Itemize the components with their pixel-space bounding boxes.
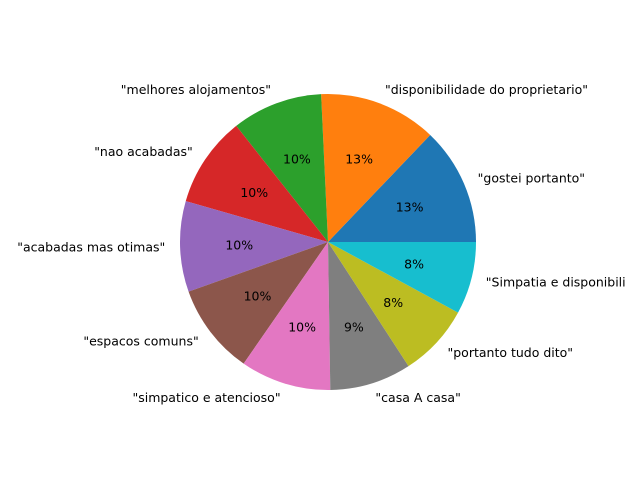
percent-label: 9% bbox=[344, 319, 364, 334]
percent-label: 10% bbox=[240, 185, 268, 200]
slice-label: "melhores alojamentos" bbox=[121, 82, 271, 97]
slice-label: "espacos comuns" bbox=[83, 333, 198, 348]
slice-label: "simpatico e atencioso" bbox=[132, 390, 280, 405]
slice-label: "Simpatia e disponibili bbox=[486, 275, 626, 290]
percent-label: 13% bbox=[345, 151, 373, 166]
percent-label: 10% bbox=[288, 319, 316, 334]
slice-label: "casa A casa" bbox=[375, 390, 460, 405]
slice-label: "gostei portanto" bbox=[478, 170, 585, 185]
percent-label: 13% bbox=[396, 200, 424, 215]
slice-label: "acabadas mas otimas" bbox=[17, 240, 165, 255]
percent-label: 10% bbox=[244, 288, 272, 303]
slice-label: "portanto tudo dito" bbox=[448, 345, 574, 360]
slice-label: "disponibilidade do proprietario" bbox=[385, 82, 588, 97]
slice-label: "nao acabadas" bbox=[94, 144, 193, 159]
percent-label: 8% bbox=[383, 295, 403, 310]
percent-label: 10% bbox=[225, 237, 253, 252]
percent-label: 10% bbox=[283, 151, 311, 166]
percent-label: 8% bbox=[404, 256, 424, 271]
